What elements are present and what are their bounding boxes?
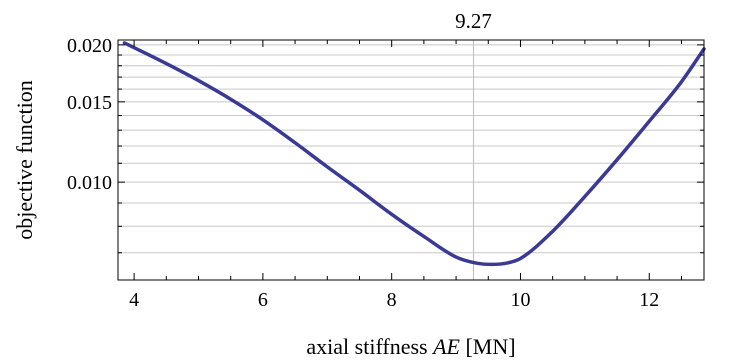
y-ticks: 0.010 0.015 0.020 — [67, 35, 704, 254]
y-axis-title: objective function — [12, 80, 37, 239]
x-axis-title-symbol: AE — [431, 334, 460, 359]
x-tick-label: 6 — [258, 289, 268, 311]
y-tick-label: 0.015 — [67, 92, 112, 114]
x-tick-label: 8 — [387, 289, 397, 311]
y-tick-label: 0.020 — [67, 35, 112, 57]
x-axis-title-unit: [MN] — [460, 334, 516, 359]
x-axis-title-text: axial stiffness — [306, 334, 433, 359]
x-ticks: 4 6 8 10 12 — [129, 40, 682, 311]
y-tick-label: 0.010 — [67, 172, 112, 194]
plot-frame — [117, 39, 705, 281]
objective-curve — [122, 41, 706, 267]
minimum-marker-label: 9.27 — [455, 9, 492, 33]
x-tick-label: 10 — [510, 289, 530, 311]
y-gridlines — [118, 44, 704, 254]
x-tick-label: 12 — [639, 289, 659, 311]
x-axis-title: axial stiffness AE [MN] — [306, 334, 515, 359]
x-tick-label: 4 — [129, 289, 139, 311]
